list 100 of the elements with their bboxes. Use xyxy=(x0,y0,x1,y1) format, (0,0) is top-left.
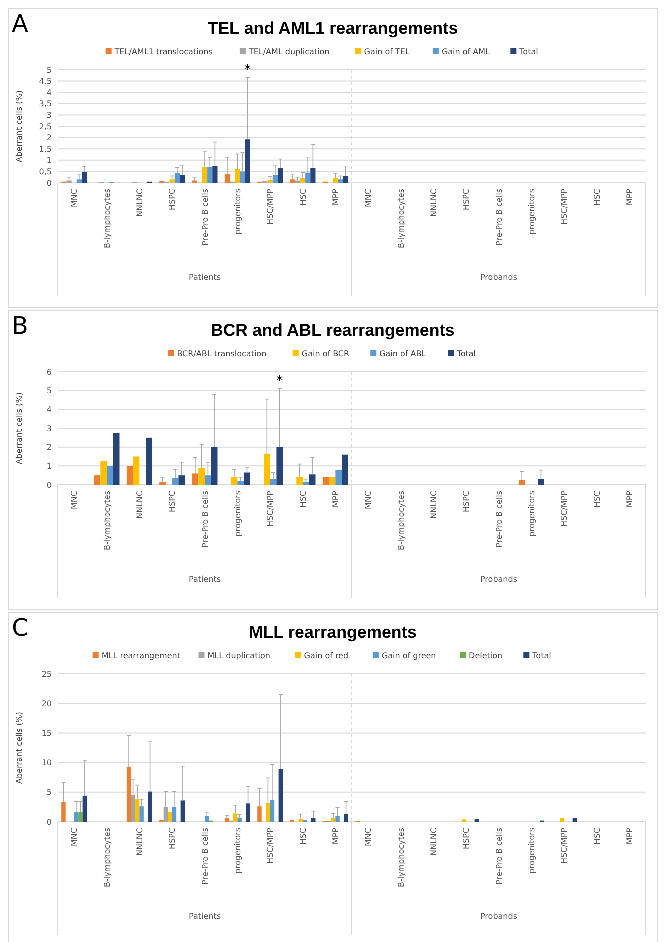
x-tick-label: B-lymphocytes xyxy=(396,491,406,551)
bar xyxy=(270,479,277,485)
bar xyxy=(224,174,230,183)
x-tick-label: progenitors xyxy=(527,491,536,537)
legend-label: Gain of green xyxy=(382,651,436,660)
text: Probands xyxy=(480,912,518,921)
x-tick-label: HSPC xyxy=(168,828,178,850)
y-tick-label: 10 xyxy=(42,758,52,768)
bar xyxy=(572,818,578,822)
x-tick-label: HSC/MPP xyxy=(266,828,276,864)
y-tick-label: 0 xyxy=(46,178,52,188)
bar xyxy=(240,172,246,183)
bar xyxy=(107,466,114,485)
y-tick-label: 20 xyxy=(42,699,52,708)
legend-label: Total xyxy=(518,47,538,56)
bar xyxy=(100,461,107,485)
bar xyxy=(113,433,120,485)
y-tick-label: 1,5 xyxy=(39,144,52,154)
legend-label: BCR/ABL translocation xyxy=(177,349,267,358)
text: Patients xyxy=(188,575,222,584)
bar xyxy=(146,438,152,485)
text: Probands xyxy=(480,273,518,282)
y-tick-label: 5 xyxy=(46,788,52,798)
y-tick-label: 4 xyxy=(46,405,52,414)
y-tick-label: 2,5 xyxy=(39,122,52,132)
bar xyxy=(126,466,134,485)
x-tick-label: Pre-Pro B cells xyxy=(200,491,210,548)
bar xyxy=(244,472,250,485)
bar xyxy=(246,804,250,822)
x-tick-label: HSC/MPP xyxy=(266,490,276,527)
bar xyxy=(180,175,186,183)
x-tick-label: MPP xyxy=(331,188,340,206)
bar xyxy=(168,812,172,822)
x-tick-label: MPP xyxy=(331,828,340,845)
y-tick-label: 25 xyxy=(42,670,52,679)
legend-label: Total xyxy=(456,349,476,358)
x-tick-label: progenitors xyxy=(527,189,536,235)
bar xyxy=(272,175,278,183)
x-tick-label: Pre-Pro B cells xyxy=(494,828,504,885)
bar xyxy=(202,167,208,183)
x-tick-label: NNLNC xyxy=(429,188,438,217)
bar xyxy=(78,812,83,822)
y-tick-label: 5 xyxy=(46,66,52,75)
bar xyxy=(174,174,180,183)
x-tick-label: HSC xyxy=(298,188,308,206)
bar xyxy=(322,477,330,485)
x-tick-label: MPP xyxy=(331,490,340,508)
bar xyxy=(212,166,218,183)
annotation: * xyxy=(244,62,252,78)
x-tick-label: progenitors xyxy=(233,189,242,235)
x-tick-label: HSC xyxy=(298,490,308,508)
bar xyxy=(270,800,275,822)
bar xyxy=(140,806,144,822)
text: Patients xyxy=(188,273,222,282)
legend-label: Deletion xyxy=(469,651,503,660)
x-tick-label: HSPC xyxy=(462,188,472,211)
y-tick-label: 3,5 xyxy=(39,100,52,109)
bar xyxy=(331,818,336,822)
bar xyxy=(333,178,338,183)
x-tick-label: progenitors xyxy=(233,828,242,874)
legend-label: Gain of BCR xyxy=(302,349,350,358)
y-axis-title: Aberrant cells (%) xyxy=(15,90,24,162)
bar xyxy=(172,807,177,822)
bar xyxy=(296,477,303,485)
legend-label: Gain of ABL xyxy=(380,349,427,358)
x-tick-label: B-lymphocytes xyxy=(396,828,406,888)
y-axis-title: Aberrant cells (%) xyxy=(15,392,24,464)
bar xyxy=(278,769,284,822)
x-tick-label: MNC xyxy=(70,828,80,846)
bar xyxy=(264,454,270,485)
x-tick-label: MPP xyxy=(625,188,634,206)
bar xyxy=(133,456,140,485)
y-axis-title: Aberrant cells (%) xyxy=(15,712,24,784)
bar xyxy=(298,819,303,822)
legend-label: Gain of TEL xyxy=(364,47,410,56)
x-tick-label: HSC xyxy=(592,188,602,206)
bar xyxy=(178,476,186,485)
y-tick-label: 0 xyxy=(46,480,52,490)
x-tick-label: HSPC xyxy=(462,828,472,850)
x-tick-label: HSC/MPP xyxy=(266,188,276,225)
bar xyxy=(336,816,340,822)
y-tick-label: 1 xyxy=(46,462,52,471)
bar xyxy=(82,796,88,822)
x-tick-label: MPP xyxy=(625,828,634,845)
bar xyxy=(306,172,311,183)
bar xyxy=(231,477,238,485)
y-tick-label: 2 xyxy=(46,443,52,452)
legend-label: Total xyxy=(532,651,552,660)
bar xyxy=(235,168,240,183)
y-tick-label: 0,5 xyxy=(39,168,52,176)
bar xyxy=(342,454,348,485)
x-tick-label: HSC/MPP xyxy=(560,490,570,527)
bar xyxy=(208,167,213,183)
x-tick-label: NNLNC xyxy=(135,828,144,856)
chart-title: TEL and AML1 rearrangements xyxy=(208,19,458,38)
bar xyxy=(311,818,316,822)
y-tick-label: 2 xyxy=(46,134,52,143)
bar xyxy=(278,168,284,183)
x-tick-label: HSC/MPP xyxy=(560,828,570,864)
bar xyxy=(238,818,242,822)
